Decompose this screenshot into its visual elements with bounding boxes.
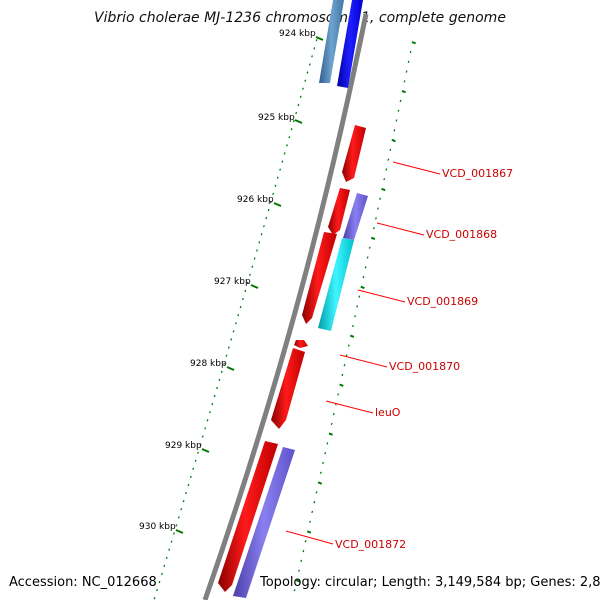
svg-text:924 kbp: 924 kbp [279, 29, 316, 39]
svg-text:VCD_001869: VCD_001869 [407, 295, 478, 308]
svg-text:925 kbp: 925 kbp [258, 113, 295, 123]
svg-text:VCD_001867: VCD_001867 [442, 167, 513, 180]
feature-blue-top[interactable] [337, 0, 363, 88]
label-vcd-001869[interactable]: VCD_001869 [357, 289, 478, 308]
tick-929: 929 kbp [165, 441, 210, 453]
label-vcd-001868[interactable]: VCD_001868 [376, 222, 497, 241]
svg-text:929 kbp: 929 kbp [165, 441, 202, 451]
tick-928: 928 kbp [190, 359, 235, 371]
tick-mark [306, 530, 312, 534]
gene-feature-c[interactable] [218, 441, 278, 592]
tick-mark [317, 481, 323, 485]
tick-925: 925 kbp [258, 113, 303, 124]
outer-tick-ring [153, 39, 318, 600]
tick-mark [381, 187, 386, 192]
label-vcd-001867[interactable]: VCD_001867 [392, 161, 513, 180]
svg-text:926 kbp: 926 kbp [237, 195, 274, 205]
tick-930: 930 kbp [139, 522, 184, 534]
gene-feature-b[interactable] [302, 232, 337, 324]
gene-vcd-001867[interactable] [342, 125, 366, 182]
tick-mark [401, 89, 406, 94]
tick-mark [411, 41, 416, 45]
svg-text:930 kbp: 930 kbp [139, 522, 176, 532]
tick-926: 926 kbp [237, 195, 282, 207]
tick-mark [391, 138, 396, 143]
label-leuo[interactable]: leuO [325, 400, 401, 419]
summary-text: Topology: circular; Length: 3,149,584 bp… [260, 575, 600, 590]
tick-mark [349, 334, 355, 338]
gene-vcd-001870[interactable] [294, 340, 308, 348]
label-vcd-001872[interactable]: VCD_001872 [285, 530, 406, 551]
tick-mark [370, 236, 376, 241]
gene-feature-a[interactable] [328, 188, 350, 235]
map-title: Vibrio cholerae MJ-1236 chromosome 1, co… [94, 10, 506, 26]
accession-text: Accession: NC_012668 [9, 575, 157, 590]
gene-leuo[interactable] [271, 348, 305, 429]
tick-mark [328, 432, 333, 436]
svg-text:VCD_001872: VCD_001872 [335, 538, 406, 551]
svg-text:VCD_001870: VCD_001870 [389, 360, 460, 373]
inner-tick-ring [293, 41, 416, 592]
feature-steel-top[interactable] [319, 0, 344, 83]
tick-mark [295, 579, 301, 583]
tick-mark [339, 383, 344, 387]
tick-mark [360, 285, 365, 289]
svg-text:VCD_001868: VCD_001868 [426, 228, 497, 241]
tick-927: 927 kbp [214, 277, 259, 289]
gene-vcd-001868[interactable] [343, 193, 368, 240]
tick-924: 924 kbp [279, 29, 324, 41]
svg-text:leuO: leuO [375, 406, 401, 419]
backbone-line [202, 13, 369, 600]
svg-text:927 kbp: 927 kbp [214, 277, 251, 287]
gene-vcd-001869[interactable] [318, 238, 354, 331]
label-vcd-001870[interactable]: VCD_001870 [339, 354, 460, 373]
gene-vcd-001872[interactable] [233, 447, 295, 598]
svg-text:928 kbp: 928 kbp [190, 359, 227, 369]
